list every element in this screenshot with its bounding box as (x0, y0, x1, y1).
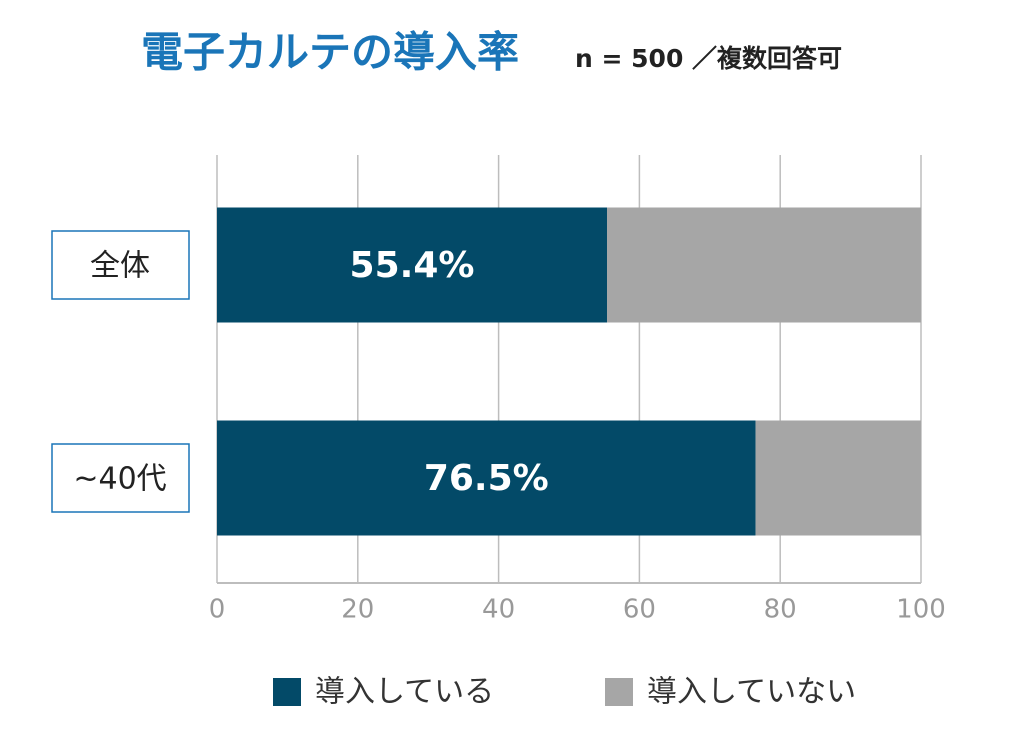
category-box (51, 230, 190, 300)
legend-label: 導入している (315, 675, 494, 710)
x-tick-label: 20 (341, 595, 374, 625)
value-label: 76.5% (424, 458, 549, 499)
y-tick-label: 全体 (90, 249, 150, 284)
x-tick-label: 60 (623, 595, 656, 625)
value-label: 55.4% (350, 245, 475, 286)
bar-segment (607, 207, 921, 323)
bar-segment (217, 207, 608, 323)
bar-segment (217, 420, 756, 536)
chart-subtitle: n = 500 ／複数回答可 (575, 44, 842, 73)
legend-label: 導入していない (647, 675, 856, 710)
x-tick-label: 100 (896, 595, 946, 625)
bar-segment (755, 420, 921, 536)
legend-swatch (273, 678, 301, 706)
category-box (51, 443, 190, 513)
x-tick-label: 80 (764, 595, 797, 625)
y-tick-label: ~40代 (73, 462, 166, 497)
chart-title: 電子カルテの導入率 (141, 28, 519, 77)
legend-swatch (605, 678, 633, 706)
x-tick-label: 40 (482, 595, 515, 625)
x-tick-label: 0 (209, 595, 226, 625)
